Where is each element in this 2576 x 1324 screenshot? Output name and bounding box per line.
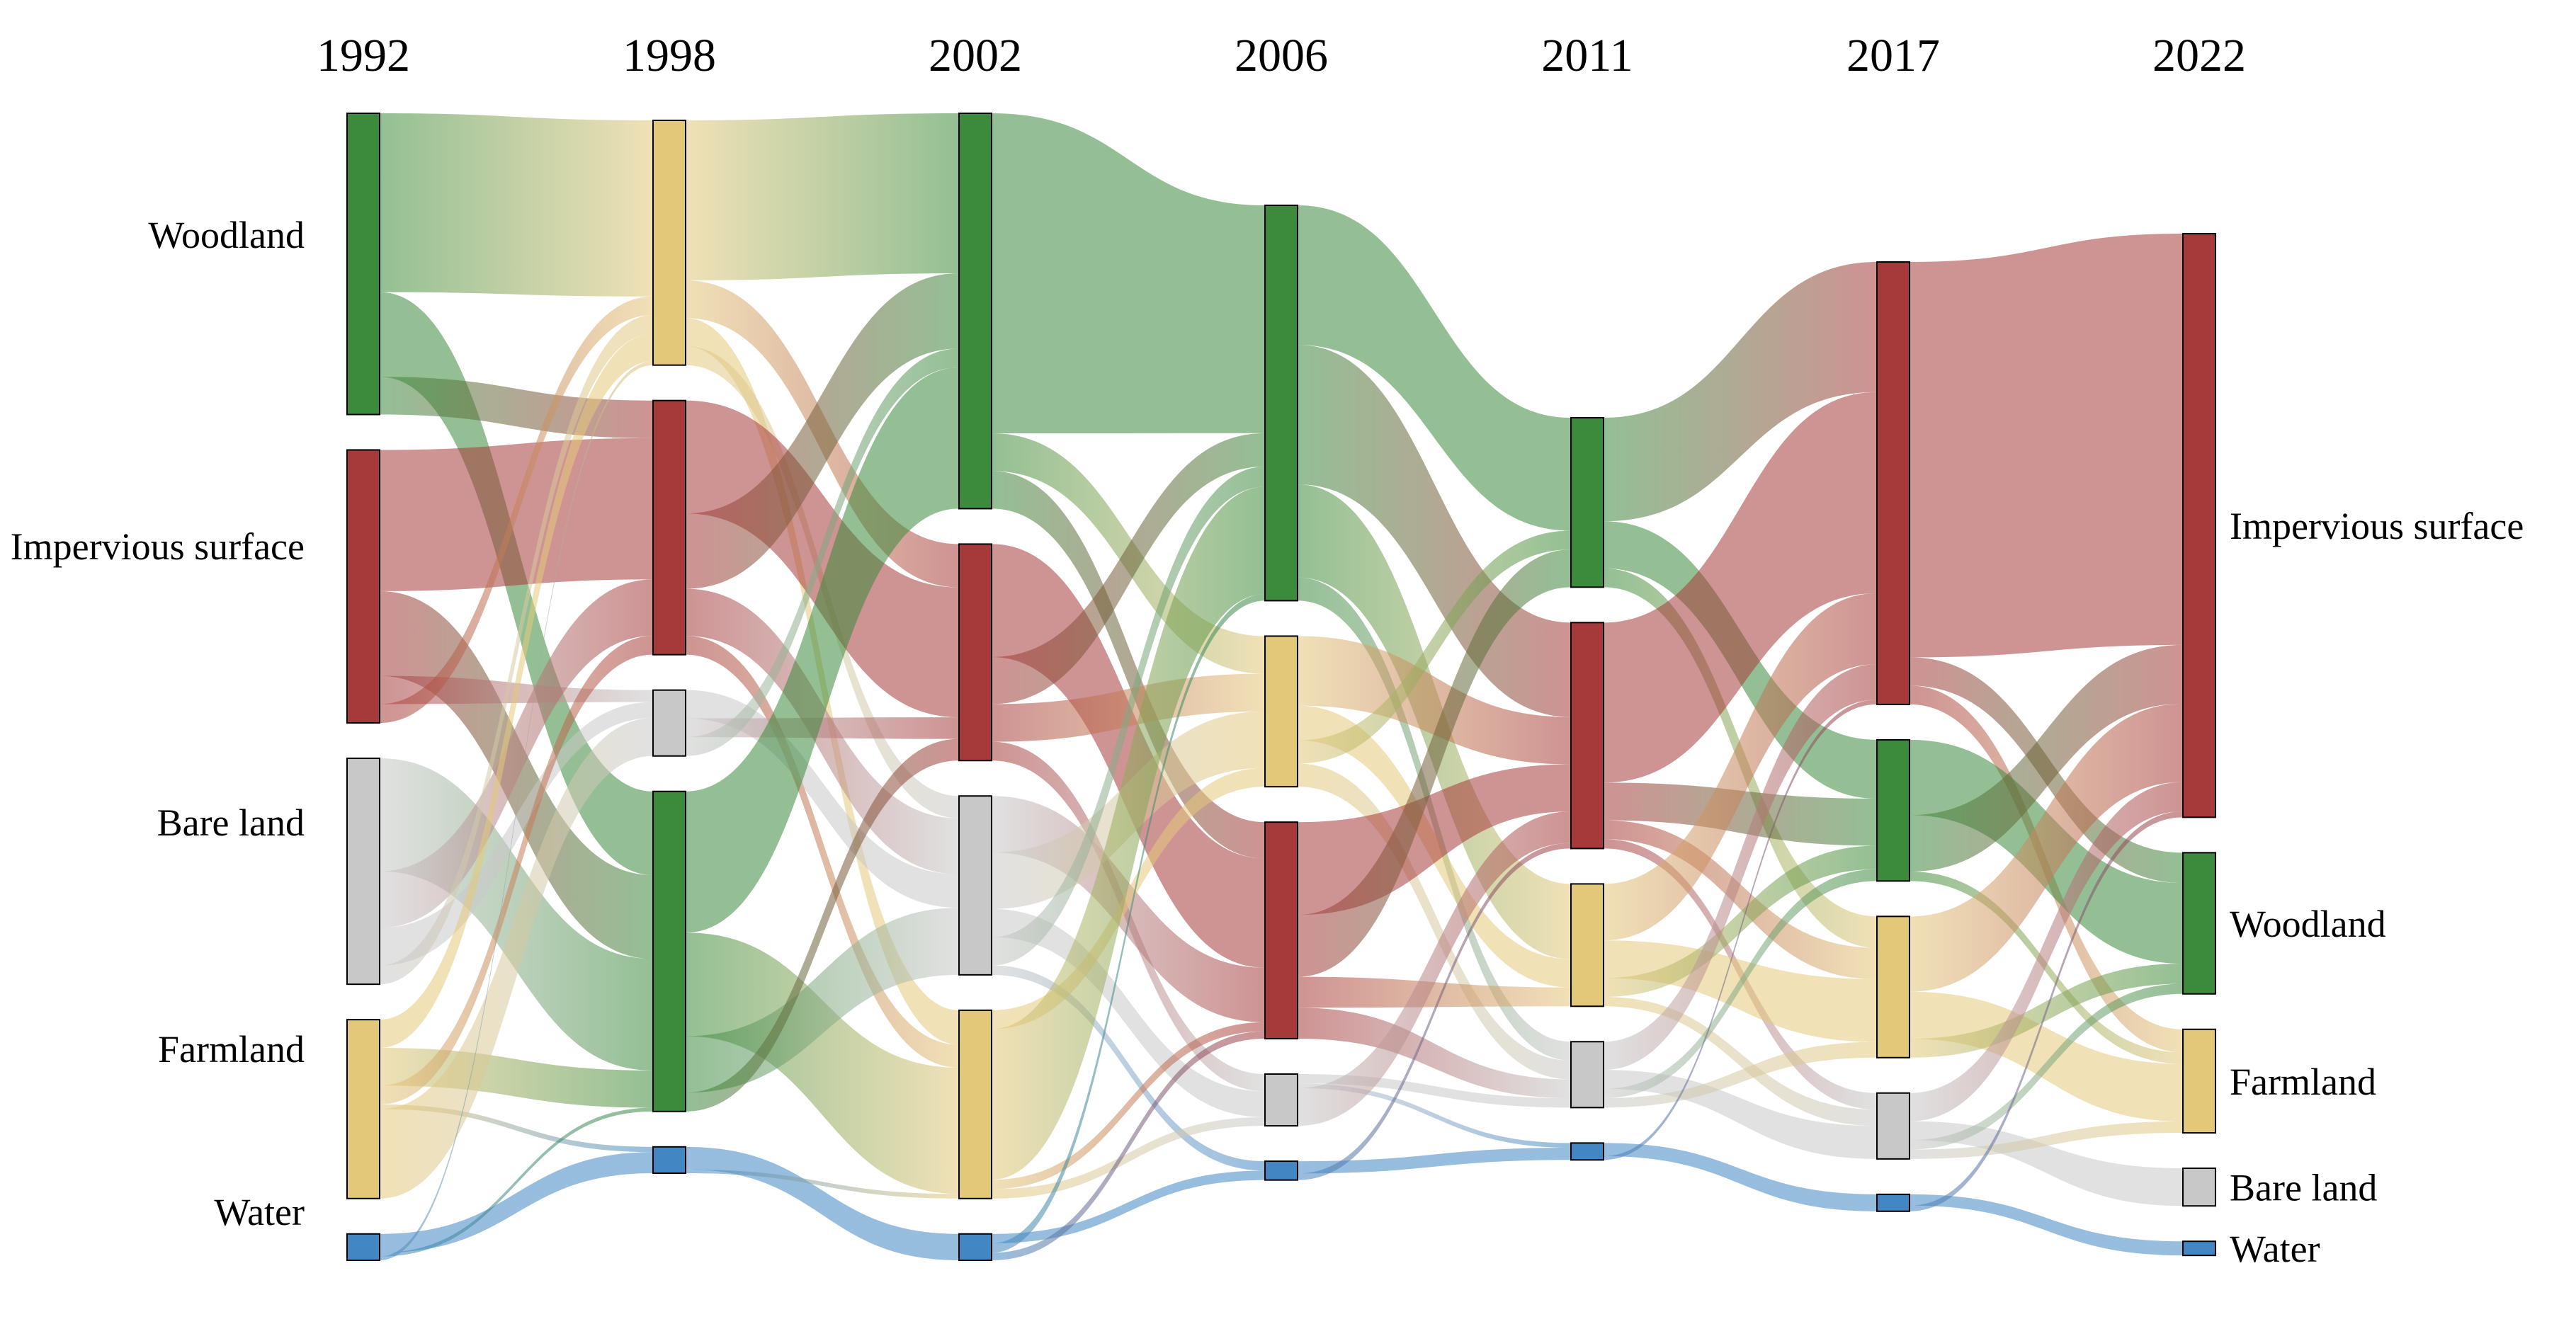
node-1992-Bare-land — [347, 758, 380, 984]
node-2011-Farmland — [1571, 884, 1604, 1006]
node-2022-Impervious-surface — [2183, 234, 2215, 817]
node-2006-Impervious-surface — [1265, 822, 1298, 1039]
node-2002-Woodland — [959, 113, 992, 508]
node-2011-Bare-land — [1571, 1041, 1604, 1107]
node-2017-Impervious-surface — [1877, 262, 1910, 704]
sankey-diagram: 1992 1998 2002 2006 2011 2017 2022 Woodland Impe… — [0, 0, 2576, 1324]
year-label-2022: 2022 — [2152, 30, 2246, 81]
node-1998-Water — [653, 1147, 686, 1173]
flow-Water-to-Water — [1298, 1148, 1571, 1173]
node-2002-Bare-land — [959, 796, 992, 975]
node-2006-Woodland — [1265, 205, 1298, 600]
right-label-Impervious-surface: Impervious surface — [2230, 505, 2524, 547]
right-label-Water: Water — [2230, 1228, 2320, 1270]
right-label-Woodland: Woodland — [2230, 903, 2386, 945]
node-2022-Bare-land — [2183, 1168, 2215, 1206]
node-2006-Water — [1265, 1161, 1298, 1180]
flow-Farmland-to-Woodland — [686, 113, 959, 280]
node-1998-Bare-land — [653, 690, 686, 756]
node-2002-Farmland — [959, 1010, 992, 1199]
node-2017-Woodland — [1877, 740, 1910, 881]
node-1992-Impervious-surface — [347, 450, 380, 723]
flow-Impervious-surface-to-Impervious-surface — [1910, 234, 2183, 657]
year-label-1998: 1998 — [623, 30, 716, 81]
node-1998-Impervious-surface — [653, 401, 686, 655]
node-2022-Farmland — [2183, 1029, 2215, 1133]
node-2022-Woodland — [2183, 852, 2215, 993]
year-label-2011: 2011 — [1541, 30, 1633, 81]
node-1992-Farmland — [347, 1020, 380, 1199]
node-2017-Water — [1877, 1194, 1910, 1211]
node-2002-Water — [959, 1234, 992, 1260]
left-label-Woodland: Woodland — [148, 214, 305, 256]
node-2017-Bare-land — [1877, 1093, 1910, 1159]
left-label-Water: Water — [214, 1191, 305, 1233]
node-1992-Woodland — [347, 113, 380, 414]
year-label-2006: 2006 — [1235, 30, 1328, 81]
node-2017-Farmland — [1877, 916, 1910, 1057]
node-2011-Impervious-surface — [1571, 622, 1604, 848]
node-1998-Farmland — [653, 120, 686, 365]
node-2022-Water — [2183, 1241, 2215, 1255]
left-label-Farmland: Farmland — [158, 1028, 305, 1071]
node-2006-Bare-land — [1265, 1074, 1298, 1126]
year-label-2002: 2002 — [929, 30, 1022, 81]
flow-Woodland-to-Farmland — [380, 113, 653, 297]
left-label-Impervious-surface: Impervious surface — [11, 525, 305, 568]
node-1998-Woodland — [653, 792, 686, 1112]
node-2006-Farmland — [1265, 636, 1298, 787]
year-label-1992: 1992 — [317, 30, 410, 81]
node-2011-Woodland — [1571, 418, 1604, 587]
node-2002-Impervious-surface — [959, 544, 992, 760]
node-1992-Water — [347, 1234, 380, 1260]
right-label-Bare-land: Bare land — [2230, 1167, 2377, 1209]
node-2011-Water — [1571, 1143, 1604, 1160]
year-label-2017: 2017 — [1846, 30, 1940, 81]
right-label-Farmland: Farmland — [2230, 1061, 2376, 1103]
left-label-Bare-land: Bare land — [157, 801, 305, 844]
flow-Woodland-to-Impervious-surface — [380, 377, 653, 438]
flow-Woodland-to-Woodland — [992, 113, 1265, 433]
